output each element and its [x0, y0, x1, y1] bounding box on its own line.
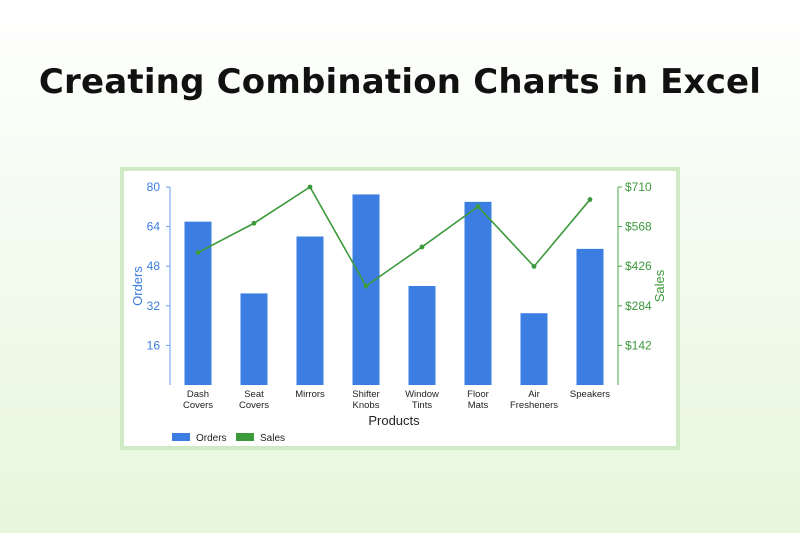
sales-point [475, 204, 481, 209]
sales-point [363, 283, 369, 289]
legend-label-orders: Orders [196, 433, 227, 444]
sales-point [195, 250, 201, 255]
left-tick-label: 32 [147, 299, 161, 313]
category-label: Mirrors [295, 389, 325, 400]
legend-label-sales: Sales [260, 433, 285, 444]
sales-line [197, 185, 591, 288]
bar-orders [352, 194, 380, 385]
category-label: Covers [183, 400, 213, 411]
category-label: Tints [412, 400, 432, 411]
sales-point [251, 220, 257, 226]
bar-orders [408, 286, 436, 385]
bar-orders [296, 236, 324, 385]
category-label: Covers [239, 400, 269, 411]
bar-orders [464, 201, 492, 385]
category-label: Knobs [353, 400, 380, 411]
bar-orders [576, 248, 604, 385]
category-label: Window [405, 389, 439, 400]
category-label: Mats [468, 400, 489, 411]
sales-point [419, 244, 425, 250]
left-tick-label: 16 [147, 338, 161, 352]
sales-point [531, 264, 537, 269]
category-label: Floor [467, 389, 489, 400]
legend-swatch-orders [172, 433, 190, 441]
category-label: Speakers [570, 389, 610, 400]
left-tick-label: 80 [147, 180, 161, 194]
category-label: Shifter [352, 389, 379, 400]
chart-frame: 16 32 48 64 80 $142 $284 $426 $568 $710 Dash Covers… [120, 167, 680, 450]
bar-orders [184, 221, 212, 385]
legend-swatch-sales [236, 433, 254, 441]
right-tick-label: $426 [625, 259, 652, 273]
category-label: Dash [187, 389, 209, 400]
right-tick-label: $568 [625, 220, 652, 234]
category-label: Seat [244, 389, 264, 400]
bar-orders [240, 293, 268, 385]
category-label: Air [528, 389, 540, 400]
right-tick-label: $142 [625, 338, 652, 352]
right-axis-title: Sales [652, 269, 667, 302]
left-tick-label: 64 [147, 220, 161, 234]
combo-chart: 1632486480$142$284$426$568$710DashCovers… [130, 180, 667, 444]
x-axis-title: Products [368, 413, 420, 428]
left-axis-title: Orders [130, 266, 145, 306]
right-tick-label: $284 [625, 299, 652, 313]
category-label: Fresheners [510, 400, 558, 411]
bar-orders [520, 313, 548, 385]
sales-point [307, 184, 313, 190]
left-tick-label: 48 [147, 259, 161, 273]
right-tick-label: $710 [625, 180, 652, 194]
page-title: Creating Combination Charts in Excel [38, 62, 762, 102]
sales-point [587, 197, 593, 202]
